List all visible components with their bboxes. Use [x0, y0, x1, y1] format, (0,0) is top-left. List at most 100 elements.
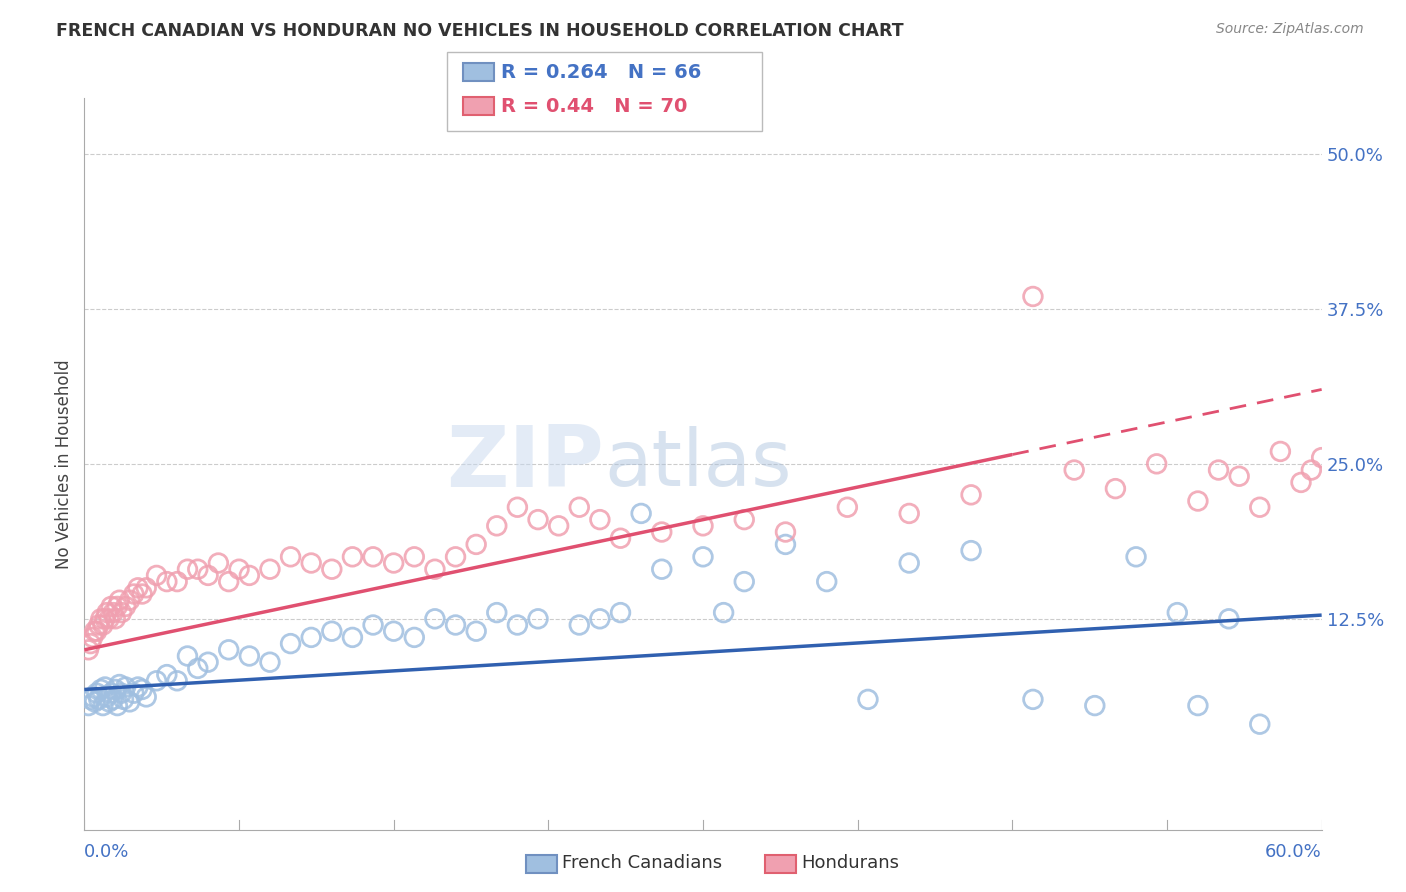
- Point: [733, 574, 755, 589]
- Point: [1208, 463, 1230, 477]
- Point: [100, 686, 122, 700]
- Point: [444, 618, 467, 632]
- Point: [83, 695, 105, 709]
- Point: [103, 692, 125, 706]
- Point: [775, 524, 797, 539]
- Point: [404, 549, 426, 564]
- Point: [527, 513, 550, 527]
- Point: [713, 606, 735, 620]
- Point: [1227, 469, 1250, 483]
- Point: [609, 531, 631, 545]
- Point: [187, 562, 209, 576]
- Point: [1310, 450, 1333, 465]
- Point: [91, 698, 114, 713]
- Point: [98, 695, 121, 709]
- Point: [79, 637, 101, 651]
- Text: French Canadians: French Canadians: [562, 855, 723, 872]
- Point: [361, 618, 384, 632]
- Point: [104, 682, 127, 697]
- Point: [176, 648, 198, 663]
- Point: [112, 692, 135, 706]
- Point: [110, 606, 132, 620]
- Point: [465, 624, 488, 639]
- Point: [1301, 463, 1323, 477]
- Text: FRENCH CANADIAN VS HONDURAN NO VEHICLES IN HOUSEHOLD CORRELATION CHART: FRENCH CANADIAN VS HONDURAN NO VEHICLES …: [56, 22, 904, 40]
- Point: [1022, 289, 1045, 303]
- Point: [79, 692, 101, 706]
- Point: [280, 637, 302, 651]
- Point: [1166, 606, 1188, 620]
- Point: [131, 587, 153, 601]
- Point: [166, 574, 188, 589]
- Point: [485, 606, 508, 620]
- Point: [86, 686, 108, 700]
- Point: [91, 618, 114, 632]
- Point: [856, 692, 879, 706]
- Point: [651, 524, 673, 539]
- Point: [342, 549, 364, 564]
- Point: [127, 581, 149, 595]
- Point: [506, 500, 529, 515]
- Point: [506, 618, 529, 632]
- Point: [259, 655, 281, 669]
- Point: [87, 618, 110, 632]
- Point: [114, 599, 136, 614]
- Point: [1249, 500, 1271, 515]
- Point: [1249, 717, 1271, 731]
- Text: R = 0.264   N = 66: R = 0.264 N = 66: [501, 62, 702, 82]
- Point: [77, 642, 100, 657]
- Point: [960, 488, 983, 502]
- Point: [135, 581, 157, 595]
- Point: [837, 500, 859, 515]
- Point: [404, 631, 426, 645]
- Point: [609, 606, 631, 620]
- Point: [382, 556, 405, 570]
- Point: [207, 556, 229, 570]
- Point: [692, 549, 714, 564]
- Point: [630, 507, 652, 521]
- Point: [127, 680, 149, 694]
- Point: [238, 568, 260, 582]
- Text: ZIP: ZIP: [446, 422, 605, 506]
- Point: [299, 631, 322, 645]
- Point: [1022, 692, 1045, 706]
- Point: [96, 690, 118, 704]
- Point: [82, 690, 104, 704]
- Point: [898, 556, 921, 570]
- Point: [105, 599, 128, 614]
- Point: [187, 661, 209, 675]
- Point: [197, 655, 219, 669]
- Point: [733, 513, 755, 527]
- Text: atlas: atlas: [605, 425, 792, 502]
- Point: [145, 673, 167, 688]
- Point: [90, 682, 112, 697]
- Point: [105, 698, 128, 713]
- Point: [280, 549, 302, 564]
- Point: [114, 680, 136, 694]
- Point: [444, 549, 467, 564]
- Point: [299, 556, 322, 570]
- Point: [1270, 444, 1292, 458]
- Point: [238, 648, 260, 663]
- Point: [77, 698, 100, 713]
- Point: [145, 568, 167, 582]
- Point: [1146, 457, 1168, 471]
- Point: [90, 612, 112, 626]
- Point: [110, 686, 132, 700]
- Point: [1218, 612, 1240, 626]
- Point: [156, 574, 179, 589]
- Point: [82, 631, 104, 645]
- Point: [465, 537, 488, 551]
- Point: [568, 500, 591, 515]
- Point: [960, 543, 983, 558]
- Point: [589, 612, 612, 626]
- Point: [1289, 475, 1312, 490]
- Point: [218, 642, 240, 657]
- Point: [156, 667, 179, 681]
- Point: [100, 599, 122, 614]
- Text: 60.0%: 60.0%: [1265, 843, 1322, 861]
- Point: [692, 518, 714, 533]
- Point: [94, 612, 117, 626]
- Point: [898, 507, 921, 521]
- Point: [176, 562, 198, 576]
